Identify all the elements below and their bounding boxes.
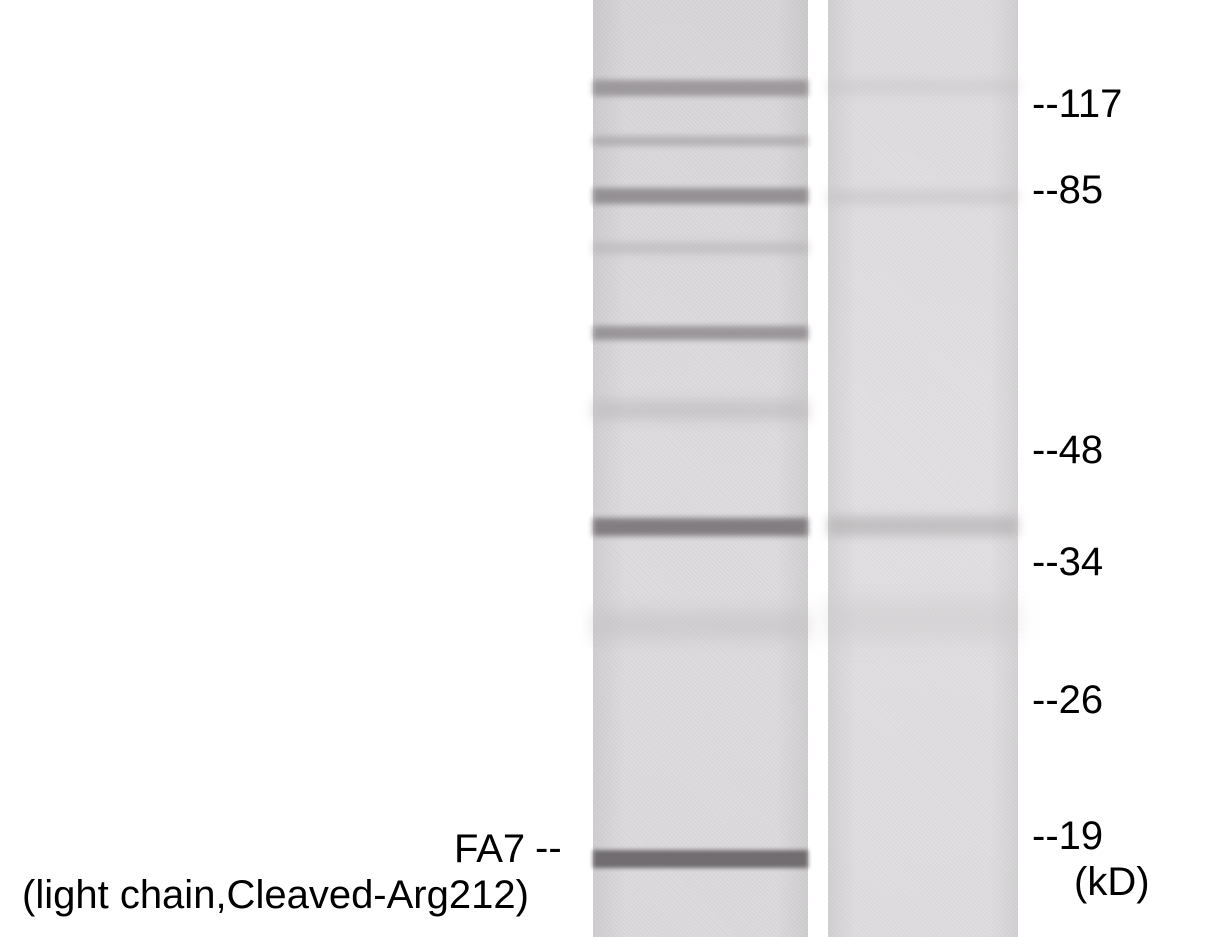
lane-2-band-2 <box>828 190 1018 204</box>
mw-marker-26-tick: -- <box>1032 678 1059 723</box>
mw-marker-85: -- 85 <box>1032 168 1103 213</box>
mw-marker-34: -- 34 <box>1032 540 1103 585</box>
protein-label-tick: -- <box>535 826 562 871</box>
lane-1-band-4 <box>593 242 808 254</box>
mw-marker-85-tick: -- <box>1032 168 1059 213</box>
mw-marker-34-tick: -- <box>1032 540 1059 585</box>
mw-marker-19: -- 19 <box>1032 814 1103 859</box>
lane-1-band-9 <box>593 850 808 868</box>
mw-marker-19-tick: -- <box>1032 814 1059 859</box>
lane-2 <box>828 0 1018 937</box>
lane-1-band-1 <box>593 80 808 96</box>
mw-marker-48-value: 48 <box>1059 428 1104 472</box>
lane-2-band-1 <box>828 80 1018 94</box>
mw-marker-117-value: 117 <box>1059 82 1123 126</box>
lane-1-band-2 <box>593 136 808 146</box>
lane-1-band-5 <box>593 326 808 340</box>
mw-marker-48: -- 48 <box>1032 428 1103 473</box>
protein-label-line1: FA7 <box>454 826 525 872</box>
mw-marker-26: -- 26 <box>1032 678 1103 723</box>
lane-1 <box>593 0 808 937</box>
mw-marker-26-value: 26 <box>1059 678 1104 722</box>
lane-2-grain <box>828 0 1018 937</box>
lane-1-band-8 <box>593 610 808 640</box>
mw-marker-85-value: 85 <box>1059 168 1104 212</box>
lane-2-band-3 <box>828 516 1018 536</box>
mw-marker-117: -- 117 <box>1032 82 1122 127</box>
mw-marker-19-value: 19 <box>1059 814 1104 858</box>
mw-marker-34-value: 34 <box>1059 540 1104 584</box>
lane-1-band-7 <box>593 518 808 536</box>
mw-marker-117-tick: -- <box>1032 82 1059 127</box>
mw-marker-48-tick: -- <box>1032 428 1059 473</box>
blot-figure: -- 117-- 85-- 48-- 34-- 26-- 19 (kD) FA7… <box>0 0 1221 937</box>
mw-unit-label: (kD) <box>1074 860 1150 905</box>
lane-1-band-3 <box>593 188 808 204</box>
protein-label-line2: (light chain,Cleaved-Arg212) <box>22 872 529 918</box>
lane-2-background <box>828 0 1018 937</box>
lane-1-band-6 <box>593 400 808 420</box>
lane-2-band-4 <box>828 600 1018 640</box>
